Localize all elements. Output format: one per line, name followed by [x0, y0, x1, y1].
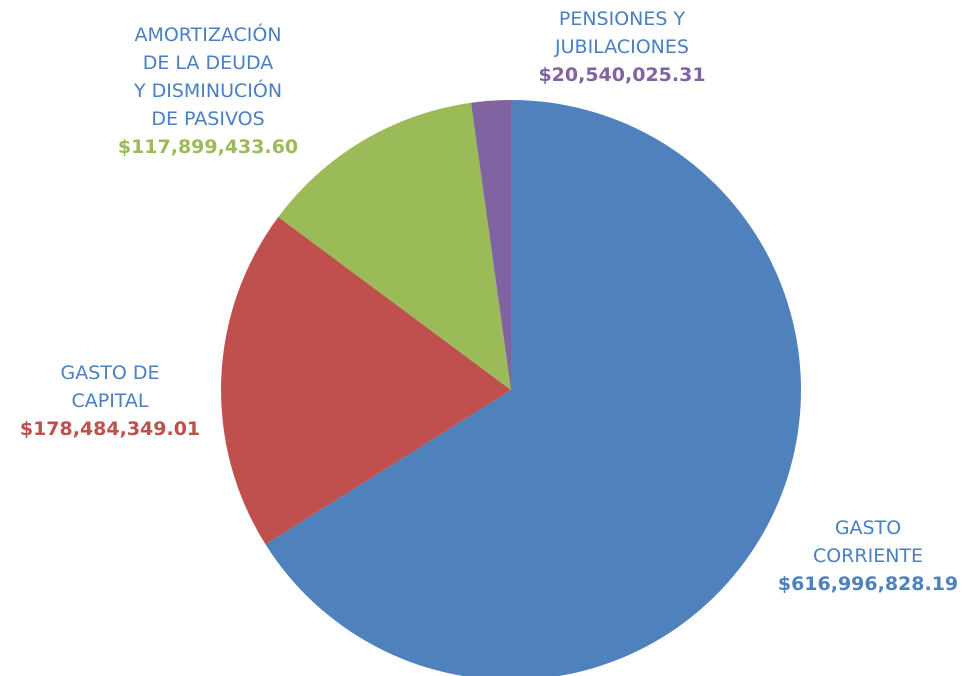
category-name: GASTO DE CAPITAL	[20, 359, 200, 415]
slice-label: GASTO DE CAPITAL$178,484,349.01	[20, 359, 200, 443]
value-label: $20,540,025.31	[538, 61, 705, 89]
category-name: PENSIONES Y JUBILACIONES	[538, 5, 705, 61]
page: GASTO CORRIENTE$616,996,828.19 GASTO DE C…	[0, 0, 967, 676]
value-label: $178,484,349.01	[20, 415, 200, 443]
slice-label: PENSIONES Y JUBILACIONES$20,540,025.31	[538, 5, 705, 89]
value-label: $117,899,433.60	[118, 133, 298, 161]
category-name: GASTO CORRIENTE	[778, 514, 958, 570]
value-label: $616,996,828.19	[778, 570, 958, 598]
category-name: AMORTIZACIÓN DE LA DEUDA Y DISMINUCIÓN D…	[118, 21, 298, 133]
slice-label: AMORTIZACIÓN DE LA DEUDA Y DISMINUCIÓN D…	[118, 21, 298, 161]
slice-label: GASTO CORRIENTE$616,996,828.19	[778, 514, 958, 598]
